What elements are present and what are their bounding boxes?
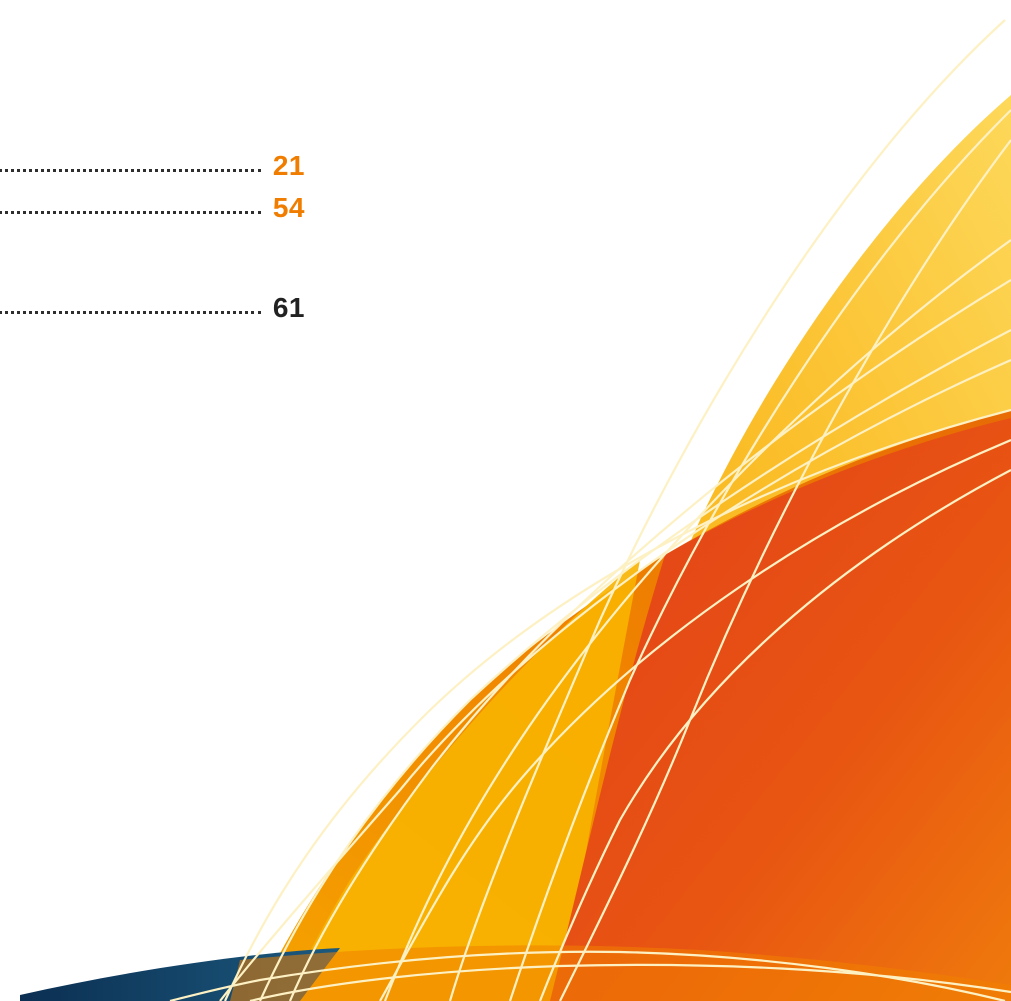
- toc-entry[interactable]: 54: [0, 184, 305, 224]
- toc-page-number: 21: [272, 150, 305, 181]
- yellow-wedge-shape: [285, 560, 640, 1001]
- red-orange-panel-shape: [550, 418, 1011, 1001]
- dot-leader: [0, 211, 261, 214]
- dot-leader: [0, 311, 261, 314]
- toc-page-number: 54: [272, 192, 305, 223]
- toc-entry[interactable]: 61: [0, 284, 305, 324]
- toc-page-number: 61: [272, 292, 305, 323]
- sweep-lines: [169, 19, 1011, 1001]
- dot-leader: [0, 169, 261, 172]
- toc-entry[interactable]: 21: [0, 142, 305, 182]
